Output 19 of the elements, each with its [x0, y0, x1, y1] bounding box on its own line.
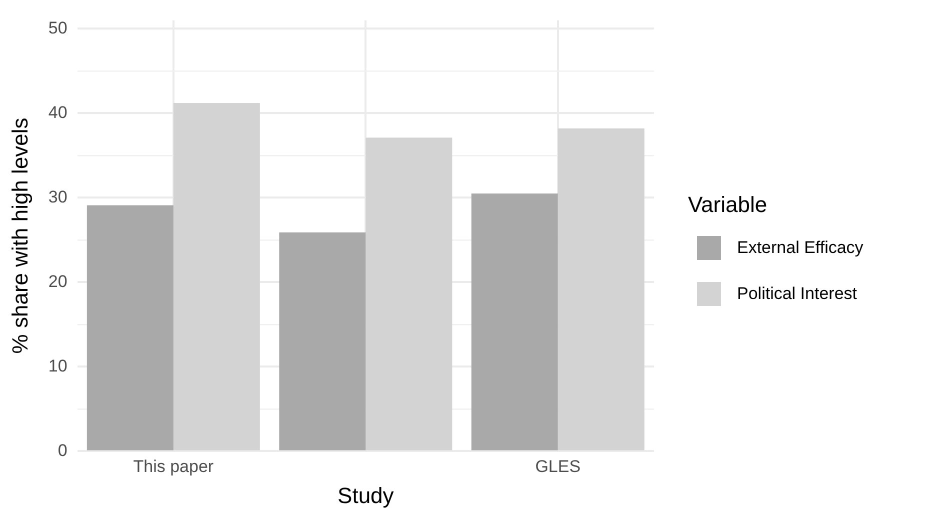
bar	[558, 128, 644, 450]
y-tick-label: 0	[58, 440, 68, 460]
bar	[279, 232, 366, 450]
bar	[86, 205, 174, 450]
bar	[471, 193, 558, 450]
y-tick-label: 30	[48, 187, 68, 206]
y-tick-label: 40	[48, 102, 68, 122]
y-tick-label: 50	[48, 18, 68, 38]
y-tick-label: 10	[48, 356, 68, 376]
y-axis-title: % share with high levels	[7, 118, 32, 354]
bar	[366, 138, 452, 450]
x-tick-label: GLES	[535, 457, 581, 476]
legend-label: External Efficacy	[737, 238, 864, 258]
x-axis-title: Study	[338, 482, 394, 508]
x-tick-label: This paper	[133, 457, 214, 476]
legend-title: Variable	[688, 192, 768, 218]
y-tick-label: 20	[48, 272, 68, 291]
bar	[173, 103, 260, 450]
legend-label: Political Interest	[737, 284, 857, 304]
